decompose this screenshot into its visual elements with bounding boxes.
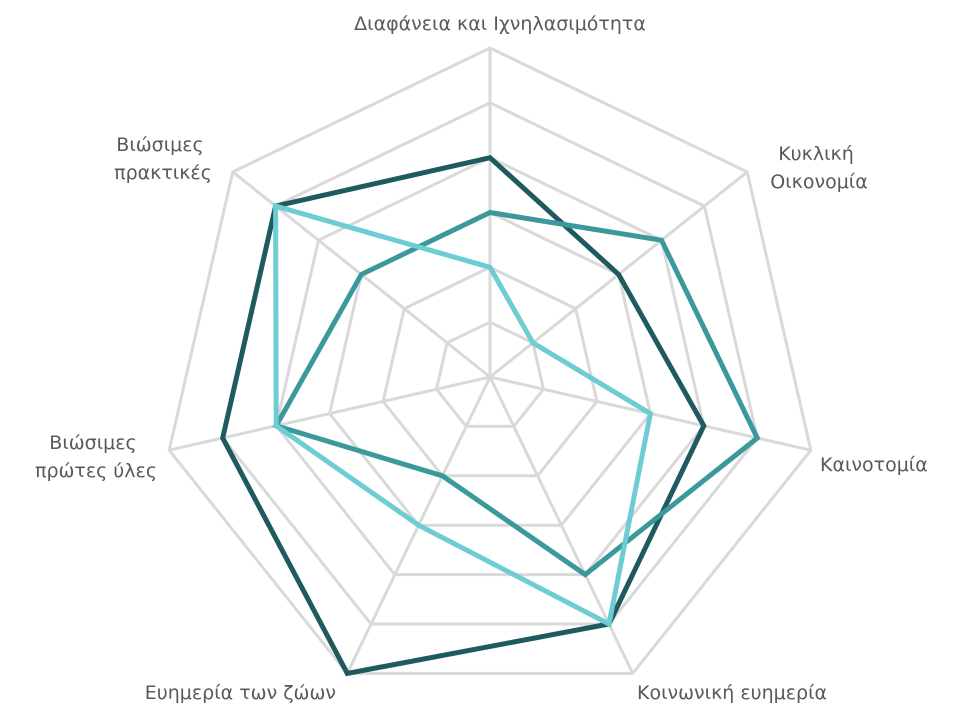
data-point <box>488 210 492 215</box>
axis-label: Κυκλική Οικονομία <box>770 143 868 193</box>
axis-label: Ευημερία των ζώων <box>145 682 336 704</box>
axis-label: Βιώσιμες πρακτικές <box>114 134 212 184</box>
grid-ring <box>327 210 653 527</box>
series-line <box>220 154 707 677</box>
series-line <box>273 202 654 628</box>
data-point <box>345 671 350 676</box>
data-point <box>220 436 225 440</box>
axis-label: Διαφάνεια και Ιχνηλασιμότητα <box>354 13 646 35</box>
axis-label: Κοινωνική ευημερία <box>637 682 827 704</box>
series-2 <box>272 209 761 578</box>
axis-label: Καινοτομία <box>820 454 928 476</box>
series-line <box>272 209 761 578</box>
data-point <box>440 473 445 478</box>
axis-label: Βιώσιμες πρώτες ύλες <box>35 432 157 482</box>
data-point <box>659 238 664 243</box>
grid-ring <box>381 265 599 478</box>
data-point <box>273 204 278 209</box>
axis-spoke <box>168 375 491 452</box>
data-point <box>416 523 421 528</box>
grid-ring <box>167 46 813 675</box>
grid-ring <box>434 320 546 428</box>
data-point <box>701 423 706 428</box>
data-point <box>274 423 279 428</box>
data-point <box>488 265 492 270</box>
data-point <box>530 340 535 345</box>
radar-axis-labels: Διαφάνεια και Ιχνηλασιμότητα Κυκλική Οικο… <box>35 13 928 704</box>
data-point <box>607 622 611 626</box>
radar-series <box>220 154 761 677</box>
data-point <box>583 572 588 577</box>
data-point <box>648 411 653 416</box>
grid-ring <box>274 156 706 577</box>
radar-grid <box>167 46 813 675</box>
data-point <box>488 155 492 160</box>
data-point <box>755 436 760 440</box>
series-3 <box>273 202 654 628</box>
data-point <box>359 272 364 277</box>
data-point <box>616 272 621 277</box>
